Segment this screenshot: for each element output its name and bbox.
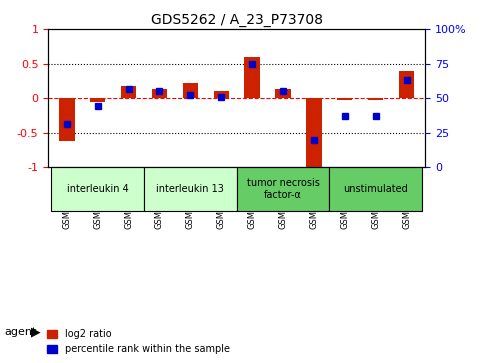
Bar [244, 57, 260, 98]
Bar [337, 98, 353, 100]
FancyBboxPatch shape [51, 167, 144, 211]
Bar [275, 89, 291, 98]
Bar [121, 86, 136, 98]
Bar [306, 98, 322, 167]
FancyBboxPatch shape [237, 167, 329, 211]
FancyBboxPatch shape [144, 167, 237, 211]
Text: interleukin 13: interleukin 13 [156, 184, 224, 194]
Text: interleukin 4: interleukin 4 [67, 184, 128, 194]
Text: ▶: ▶ [31, 326, 41, 339]
FancyBboxPatch shape [329, 167, 422, 211]
Bar [213, 91, 229, 98]
Bar [368, 98, 384, 100]
Bar [399, 70, 414, 98]
Text: agent: agent [5, 327, 37, 337]
Bar [59, 98, 74, 141]
Bar [183, 83, 198, 98]
Title: GDS5262 / A_23_P73708: GDS5262 / A_23_P73708 [151, 13, 323, 26]
Text: unstimulated: unstimulated [343, 184, 408, 194]
Bar [152, 89, 167, 98]
Text: tumor necrosis
factor-α: tumor necrosis factor-α [246, 178, 319, 200]
Legend: log2 ratio, percentile rank within the sample: log2 ratio, percentile rank within the s… [43, 326, 234, 358]
Bar [90, 98, 105, 102]
